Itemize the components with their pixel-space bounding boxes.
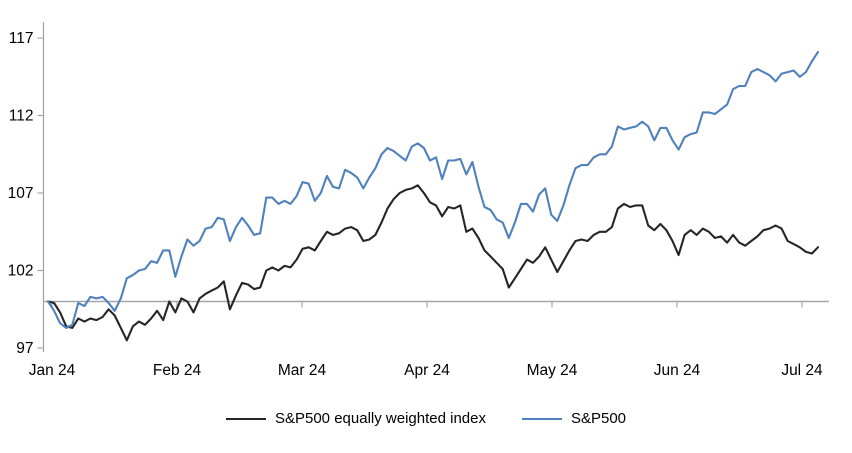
- y-tick-label: 102: [8, 263, 34, 280]
- x-tick-label: Jun 24: [654, 362, 701, 379]
- chart-legend: S&P500 equally weighted index S&P500: [0, 410, 852, 427]
- sp500-line-swatch: [521, 417, 562, 420]
- x-tick-label: Mar 24: [278, 362, 327, 379]
- series-line-sp500-equal-weight: [46, 184, 820, 342]
- y-tick-label: 107: [8, 185, 34, 202]
- x-tick-label: Jan 24: [29, 362, 76, 379]
- equal-weight-line-swatch: [225, 417, 266, 420]
- x-tick-label: Feb 24: [153, 362, 202, 379]
- legend-label-sp500: S&P500: [570, 410, 627, 427]
- legend-item-equal-weight: S&P500 equally weighted index: [225, 410, 486, 427]
- x-tick-label: Apr 24: [404, 362, 450, 379]
- chart-canvas: Jan 24 Feb 24 Mar 24 Apr 24 May 24 Jun 24 Jul …: [8, 22, 829, 379]
- y-tick-label: 117: [9, 30, 34, 47]
- legend-label-equal-weight: S&P500 equally weighted index: [274, 410, 486, 427]
- legend-item-sp500: S&P500: [521, 410, 627, 427]
- series-line-sp500: [46, 50, 820, 329]
- y-tick-label: 97: [16, 340, 33, 357]
- x-tick-label: Jul 24: [781, 362, 823, 379]
- y-tick-label: 112: [9, 108, 34, 125]
- x-tick-label: May 24: [527, 362, 578, 379]
